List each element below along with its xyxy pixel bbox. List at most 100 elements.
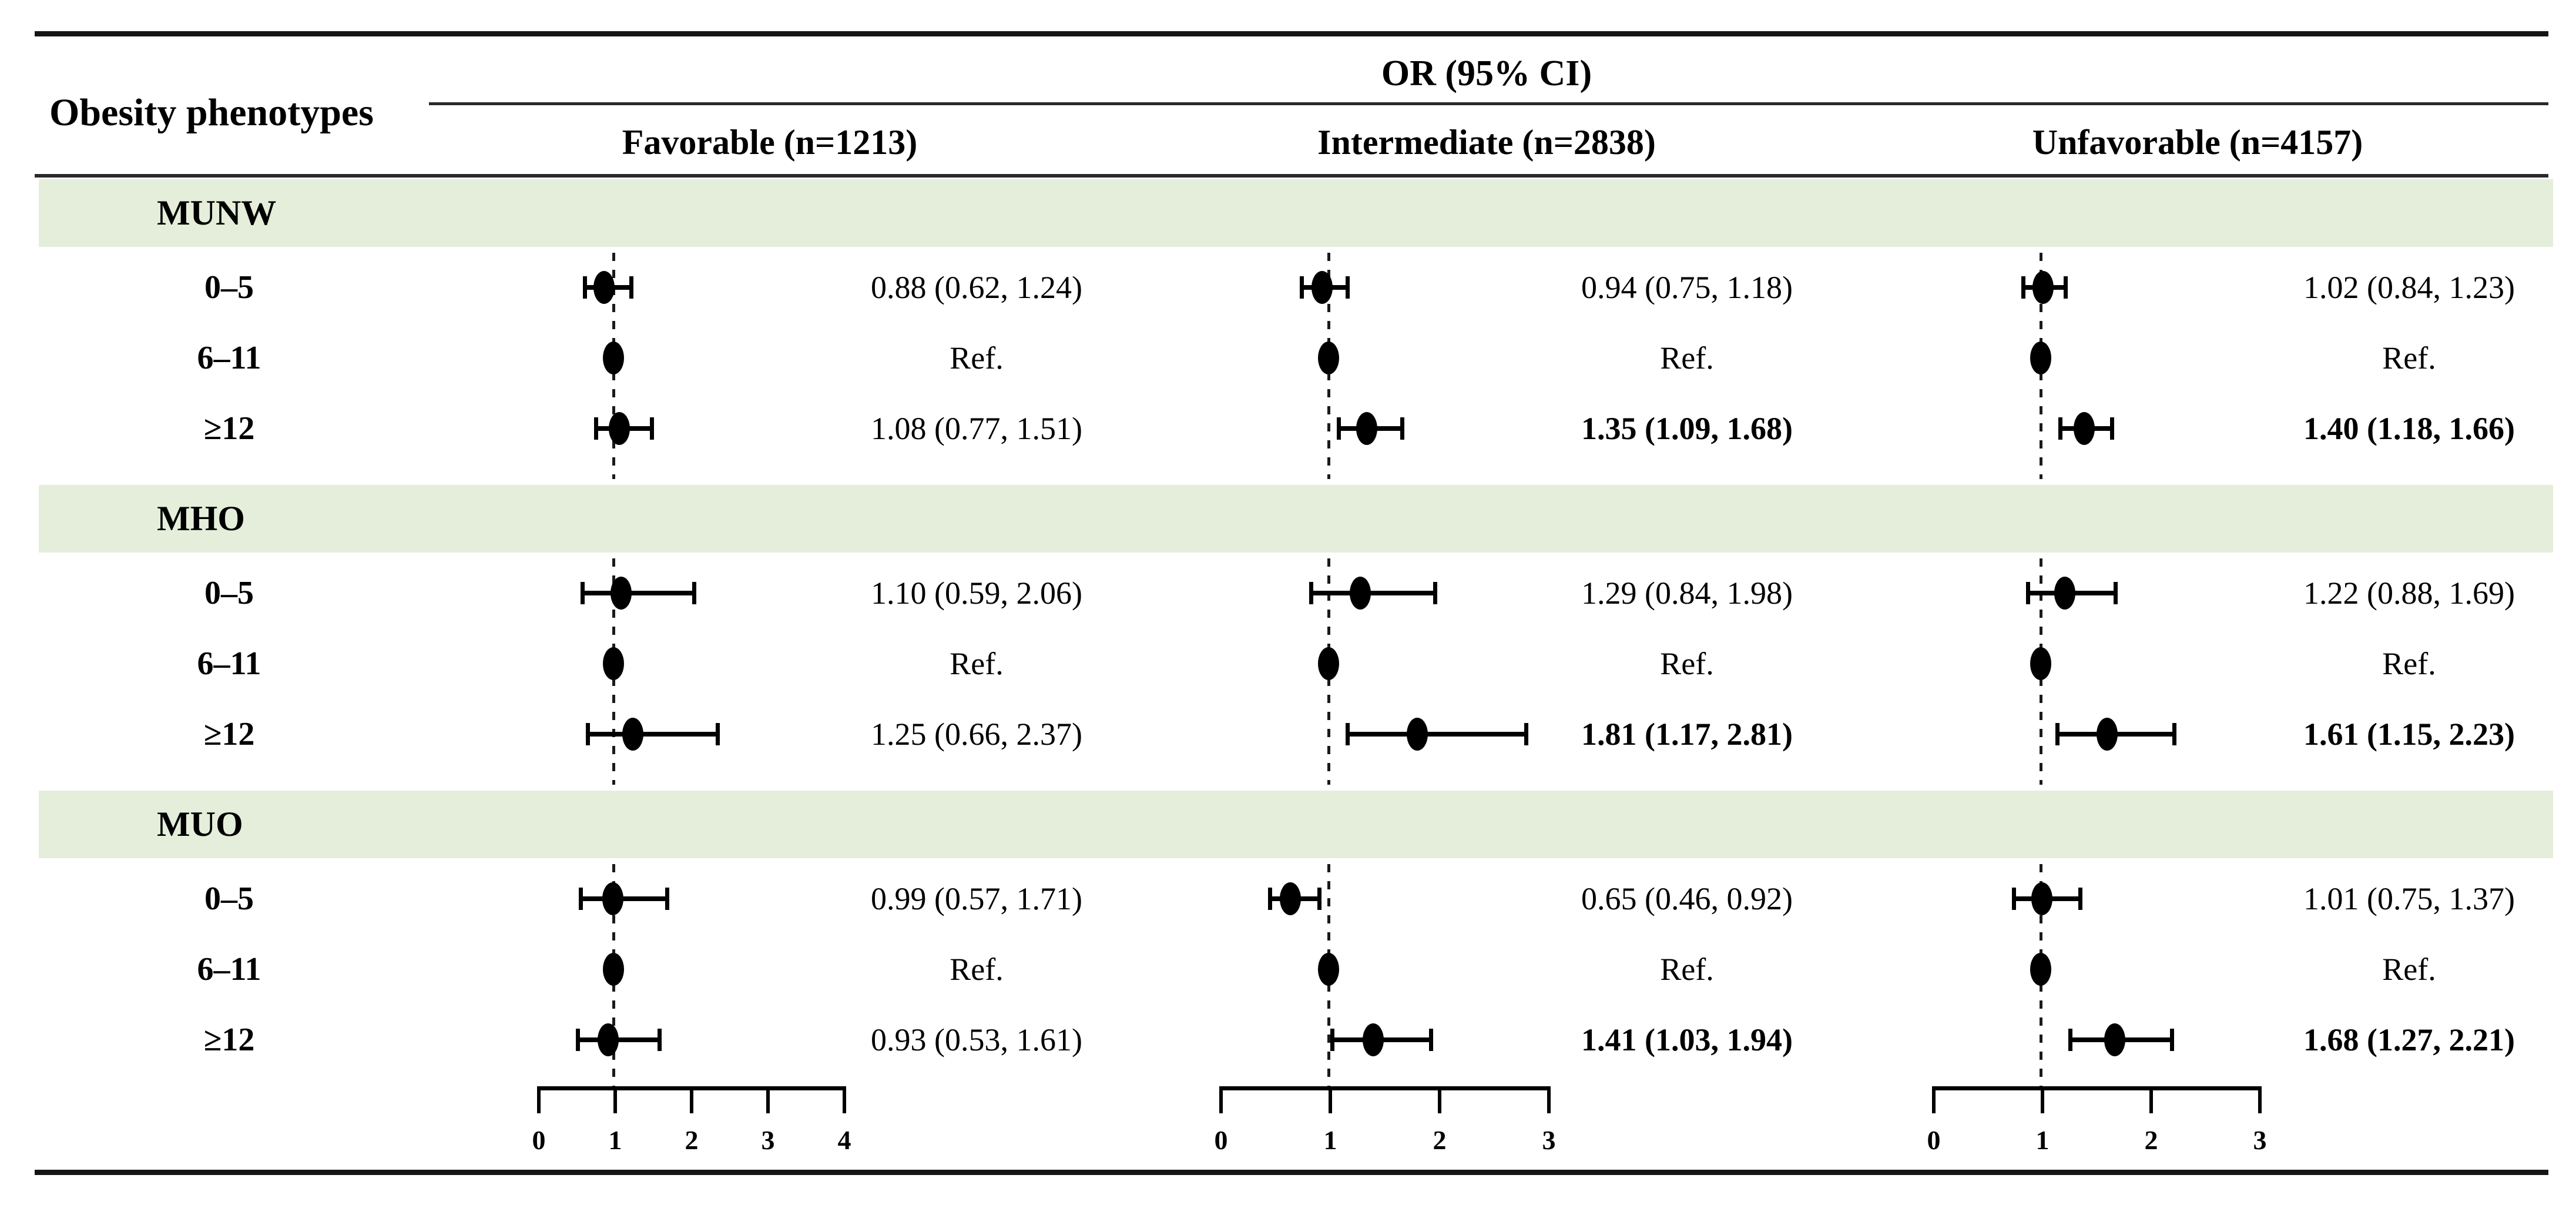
axis-tick-label: 0 (532, 1125, 546, 1155)
ref-value: Ref. (950, 646, 1004, 681)
forest-whisker-cap-low (2058, 417, 2063, 440)
forest-whisker-cap-high (1433, 582, 1438, 604)
forest-marker (2030, 342, 2051, 374)
forest-marker (603, 647, 624, 680)
spanner-underline (429, 102, 2548, 105)
forest-marker (2030, 647, 2051, 680)
or-value: 1.22 (0.88, 1.69) (2303, 575, 2515, 611)
or-value: 0.65 (0.46, 0.92) (1581, 881, 1793, 916)
forest-whisker-cap-high (658, 1029, 662, 1051)
forest-whisker (1311, 591, 1436, 595)
axis-tick-label: 3 (1542, 1125, 1556, 1155)
row-label: 0–5 (204, 575, 254, 611)
forest-whisker-cap-low (2025, 582, 2030, 604)
forest-marker (2074, 412, 2095, 445)
forest-whisker-cap-high (1400, 417, 1405, 440)
row-label: 0–5 (204, 881, 254, 917)
or-value: 1.29 (0.84, 1.98) (1581, 575, 1793, 611)
forest-whisker-cap-high (2113, 582, 2118, 604)
forest-marker (622, 718, 643, 751)
forest-whisker-cap-high (1346, 276, 1350, 299)
forest-whisker (581, 896, 668, 901)
forest-marker (1279, 882, 1301, 915)
forest-whisker-cap-low (2068, 1029, 2072, 1051)
forest-whisker-cap-low (2011, 888, 2016, 910)
forest-whisker-cap-low (585, 723, 590, 745)
forest-marker (603, 953, 624, 986)
section-label: MUO (157, 805, 243, 844)
forest-whisker (587, 732, 719, 737)
forest-marker (1318, 647, 1339, 680)
or-value: 0.93 (0.53, 1.61) (871, 1022, 1082, 1057)
forest-whisker-cap-low (1345, 723, 1350, 745)
row-label: ≥12 (203, 410, 255, 447)
or-value: 1.25 (0.66, 2.37) (871, 717, 1082, 752)
forest-marker (1406, 718, 1428, 751)
forest-marker (2104, 1023, 2125, 1056)
forest-marker (593, 271, 615, 304)
axis-line (1932, 1086, 2262, 1090)
ref-value: Ref. (1660, 952, 1714, 987)
or-value: 1.08 (0.77, 1.51) (871, 411, 1082, 446)
forest-whisker-cap-high (629, 276, 634, 299)
ref-value: Ref. (2382, 340, 2436, 376)
forest-whisker-cap-high (665, 888, 670, 910)
or-value: 1.41 (1.03, 1.94) (1581, 1022, 1793, 1057)
axis-tick-label: 4 (837, 1125, 851, 1155)
axis-tick-label: 1 (1323, 1125, 1337, 1155)
forest-marker (1318, 342, 1339, 374)
section-band: MUNW (39, 179, 2553, 247)
forest-whisker-cap-high (2110, 417, 2115, 440)
top-rule (35, 31, 2548, 36)
forest-whisker-cap-low (2055, 723, 2060, 745)
or-value: 1.01 (0.75, 1.37) (2303, 881, 2515, 916)
or-value: 1.10 (0.59, 2.06) (871, 575, 1082, 611)
forest-marker (603, 342, 624, 374)
row-label: ≥12 (203, 716, 255, 752)
forest-whisker-cap-low (1336, 417, 1341, 440)
axis-tick (2041, 1086, 2044, 1113)
forest-whisker-cap-high (716, 723, 720, 745)
axis-tick (613, 1086, 617, 1113)
axis-tick (2149, 1086, 2153, 1113)
forest-whisker-cap-low (2021, 276, 2026, 299)
forest-whisker-cap-low (582, 276, 587, 299)
forest-marker (2032, 271, 2054, 304)
forest-whisker-cap-high (1317, 888, 1322, 910)
row-label: ≥12 (203, 1022, 255, 1058)
row-label: 6–11 (197, 340, 261, 376)
forest-whisker (1347, 732, 1527, 737)
or-value: 1.40 (1.18, 1.66) (2303, 411, 2515, 446)
forest-marker (1318, 953, 1339, 986)
or-value: 1.61 (1.15, 2.23) (2303, 717, 2515, 752)
row-label: 6–11 (197, 951, 261, 988)
or-value: 0.94 (0.75, 1.18) (1581, 270, 1793, 305)
forest-whisker-cap-high (2172, 723, 2176, 745)
axis-tick-label: 1 (608, 1125, 622, 1155)
forest-whisker-cap-low (594, 417, 599, 440)
forest-whisker-cap-low (1267, 888, 1272, 910)
spanner-title: OR (95% CI) (1381, 53, 1592, 93)
forest-whisker (577, 1037, 660, 1042)
section-band: MHO (39, 485, 2553, 553)
forest-whisker-cap-high (692, 582, 696, 604)
axis-line (1219, 1086, 1551, 1090)
column-header-unfavorable: Unfavorable (n=4157) (2032, 123, 2363, 162)
ref-value: Ref. (1660, 646, 1714, 681)
row-label-column-header: Obesity phenotypes (49, 91, 374, 134)
or-value: 1.02 (0.84, 1.23) (2303, 270, 2515, 305)
row-label: 0–5 (204, 269, 254, 306)
forest-marker (2054, 577, 2075, 610)
section-band: MUO (39, 791, 2553, 858)
or-value: 0.99 (0.57, 1.71) (871, 881, 1082, 916)
forest-whisker-cap-low (1330, 1029, 1334, 1051)
forest-marker (1356, 412, 1378, 445)
axis-tick-label: 0 (1927, 1125, 1941, 1155)
forest-whisker (582, 591, 695, 595)
axis-tick-label: 3 (2253, 1125, 2267, 1155)
forest-whisker-cap-high (650, 417, 655, 440)
forest-marker (597, 1023, 619, 1056)
or-value: 1.68 (1.27, 2.21) (2303, 1022, 2515, 1057)
axis-tick (537, 1086, 541, 1113)
